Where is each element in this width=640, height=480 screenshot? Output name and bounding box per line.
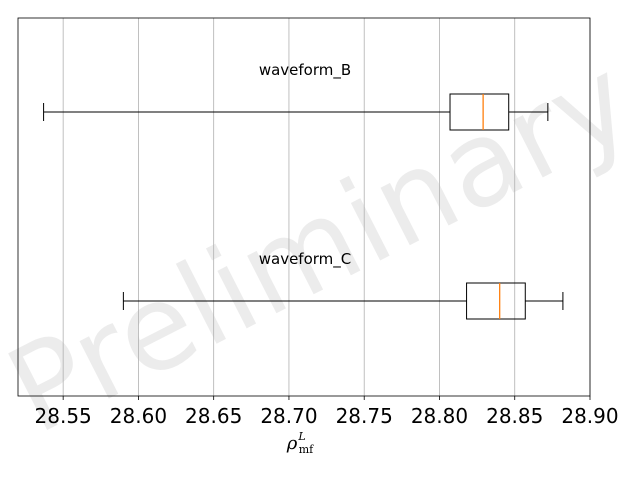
x-tick-label: 28.55 xyxy=(35,404,92,428)
plot-frame xyxy=(17,17,591,397)
box-group: waveform_B xyxy=(43,61,549,131)
x-tick-label: 28.65 xyxy=(185,404,242,428)
x-tick-label: 28.85 xyxy=(486,404,543,428)
x-axis-ticks: 28.55 28.60 28.65 28.70 28.75 28.80 28.85 28.90 xyxy=(35,396,619,428)
x-tick-label: 28.90 xyxy=(561,404,618,428)
x-tick-label: 28.80 xyxy=(411,404,468,428)
x-axis-label-sup: L xyxy=(298,430,306,443)
series-label: waveform_B xyxy=(259,61,351,80)
iqr-box xyxy=(466,282,526,320)
x-tick-label: 28.70 xyxy=(260,404,317,428)
x-axis-label: ρLmf xyxy=(0,430,606,456)
x-tick-label: 28.75 xyxy=(336,404,393,428)
x-tick-label: 28.60 xyxy=(110,404,167,428)
x-axis-label-sub: mf xyxy=(298,443,314,456)
series-label: waveform_C xyxy=(259,250,352,269)
iqr-box xyxy=(449,93,510,131)
grid-lines xyxy=(62,18,591,396)
x-axis-label-base: ρ xyxy=(286,433,298,454)
box-group: waveform_C xyxy=(122,250,564,320)
boxes: waveform_B waveform_C xyxy=(43,61,564,320)
